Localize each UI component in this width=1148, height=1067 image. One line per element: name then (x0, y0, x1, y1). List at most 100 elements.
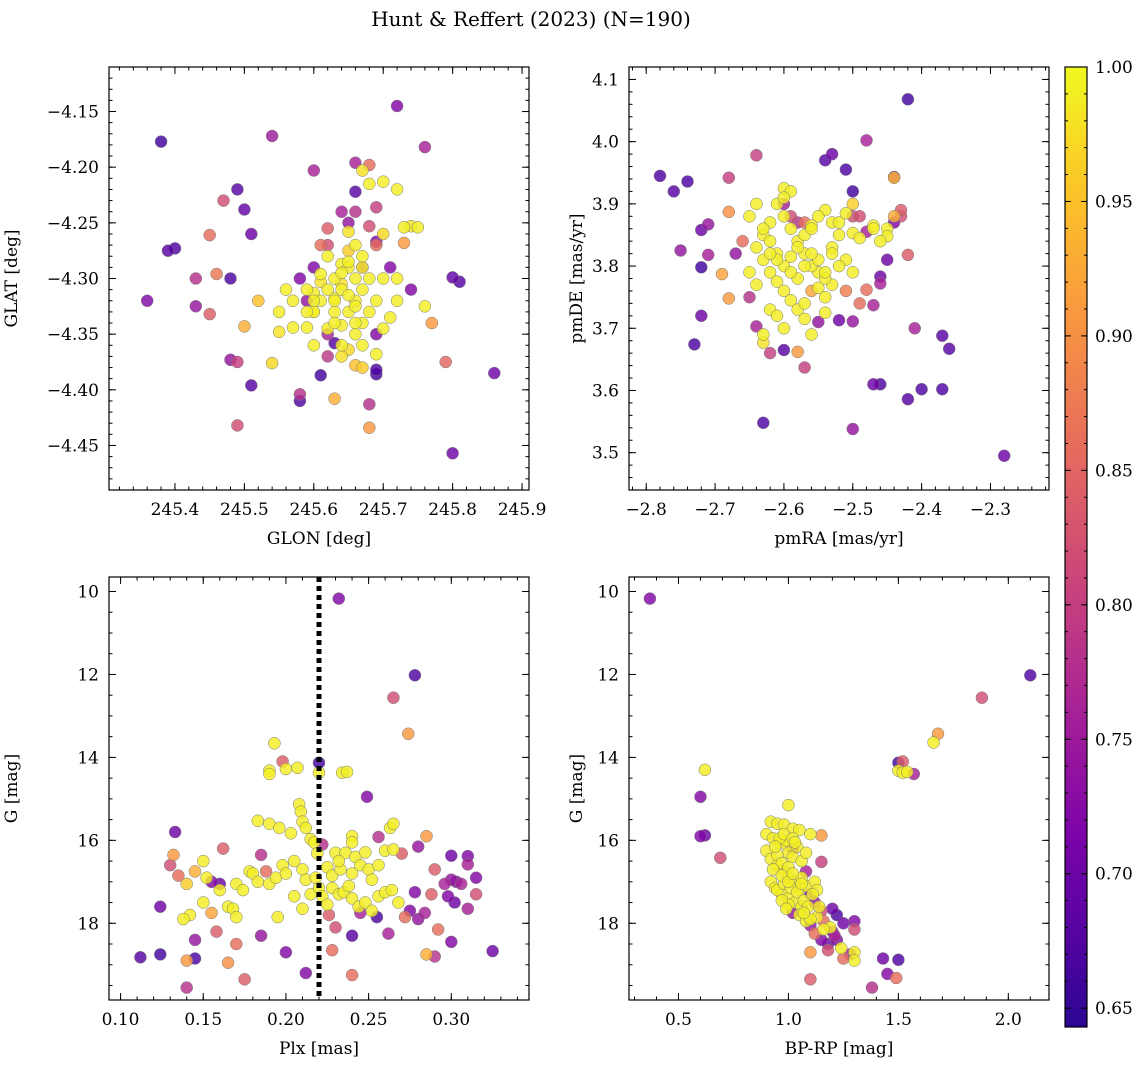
scatter-point (867, 298, 880, 312)
scatter-point (777, 210, 791, 223)
scatter-point (750, 241, 763, 254)
scatter-point (750, 278, 763, 291)
scatter-point (328, 294, 341, 308)
scatter-point (335, 205, 348, 218)
x-tick-label: 245.9 (498, 500, 547, 520)
scatter-point (880, 253, 894, 267)
scatter-point (768, 840, 782, 853)
colorbar-tick-label: 0.75 (1095, 730, 1133, 750)
scatter-point (345, 867, 359, 880)
x-tick-label: 0.5 (665, 1010, 692, 1030)
scatter-point (667, 185, 681, 198)
colorbar-tick-label: 1.00 (1095, 58, 1133, 78)
scatter-point (154, 135, 168, 148)
scatter-point (332, 592, 346, 605)
y-tick-label: −4.25 (47, 214, 99, 234)
scatter-point (231, 355, 244, 369)
colorbar-tick-label: 0.65 (1095, 999, 1133, 1019)
colorbar-frame (1064, 66, 1088, 1028)
scatter-point (213, 883, 227, 897)
x-tick-label: −2.6 (763, 500, 804, 520)
scatter-point (901, 93, 915, 106)
scatter-point (832, 313, 846, 327)
scatter-series (653, 93, 1011, 463)
scatter-point (251, 814, 265, 828)
scatter-point (722, 171, 736, 184)
y-tick-label: 14 (77, 748, 99, 768)
scatter-point (411, 840, 425, 853)
scatter-point (701, 218, 715, 231)
scatter-point (349, 205, 362, 218)
scatter-point (349, 185, 362, 198)
colorbar-tick-label: 0.70 (1095, 865, 1133, 885)
scatter-point (307, 294, 321, 308)
scatter-point (901, 392, 915, 406)
scatter-point (189, 272, 203, 285)
x-tick-label: 245.6 (289, 500, 338, 520)
scatter-point (805, 247, 818, 260)
scatter-point (799, 846, 813, 860)
scatter-point (653, 169, 667, 183)
scatter-point (757, 416, 770, 430)
scatter-point (254, 848, 268, 862)
scatter-point (245, 227, 258, 241)
scatter-point (279, 867, 293, 880)
scatter-point (293, 272, 307, 285)
scatter-point (860, 283, 873, 296)
scatter-point (349, 238, 362, 252)
scatter-point (454, 877, 468, 891)
y-tick-label: 4.1 (592, 70, 619, 90)
y-tick-label: −4.40 (47, 381, 99, 401)
scatter-point (291, 761, 304, 775)
y-axis-label: G [mag] (567, 754, 587, 823)
x-tick-label: −2.5 (832, 500, 873, 520)
scatter-point (345, 836, 359, 849)
scatter-point (314, 267, 327, 281)
scatter-point (376, 322, 390, 335)
scatter-point (441, 890, 455, 903)
scatter-point (272, 325, 286, 339)
x-axis-label: Plx [mas] (279, 1039, 359, 1059)
scatter-point (425, 316, 439, 330)
scatter-point (848, 923, 861, 936)
scatter-point (172, 869, 185, 882)
scatter-point (865, 981, 879, 994)
scatter-point (420, 829, 433, 843)
scatter-point (188, 933, 202, 947)
scatter-point (817, 923, 830, 936)
scatter-point (140, 294, 154, 308)
scatter-point (469, 888, 483, 901)
y-tick-label: −4.30 (47, 270, 99, 290)
scatter-series (643, 592, 1037, 994)
scatter-point (200, 871, 213, 884)
scatter-point (445, 849, 458, 862)
scatter-point (272, 305, 286, 319)
scatter-point (795, 877, 808, 891)
scatter-point (757, 222, 770, 235)
scatter-point (908, 322, 921, 335)
scatter-point (321, 249, 334, 263)
scatter-point (263, 767, 276, 781)
scatter-point (777, 191, 791, 204)
scatter-point (408, 885, 422, 899)
scatter-point (461, 902, 475, 916)
scatter-point (328, 316, 341, 330)
x-tick-label: 245.7 (359, 500, 408, 520)
y-tick-label: 12 (597, 665, 619, 685)
scatter-point (372, 858, 385, 872)
scatter-point (839, 206, 853, 220)
scatter-point (224, 272, 237, 285)
y-tick-label: 3.9 (592, 195, 619, 215)
scatter-point (284, 827, 298, 840)
scatter-point (345, 892, 359, 905)
scatter-point (154, 948, 167, 961)
scatter-point (715, 267, 729, 281)
scatter-point (438, 877, 451, 891)
scatter-point (698, 763, 712, 777)
scatter-point (770, 309, 784, 323)
scatter-point (231, 419, 244, 432)
scatter-point (757, 328, 770, 341)
scatter-point (936, 329, 949, 342)
panel-bprp-g: 0.5 1.0 1.5 2.0 10 12 14 16 18 BP-RP [mag] G [mag] (567, 576, 1050, 1059)
scatter-point (271, 910, 284, 924)
